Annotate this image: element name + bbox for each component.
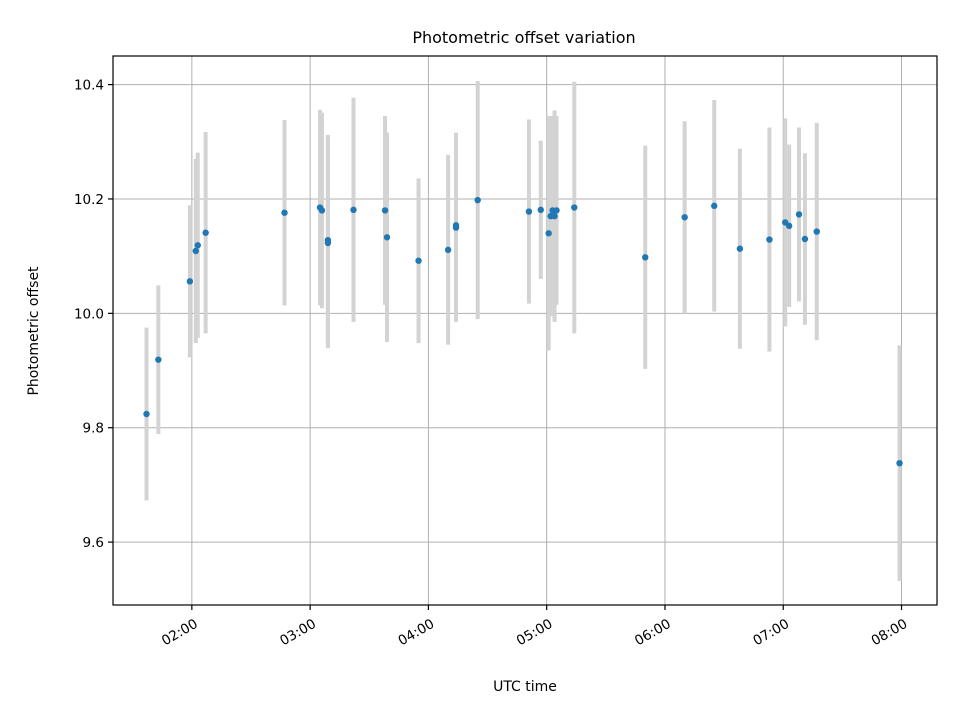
data-point: [537, 206, 544, 214]
y-tick-label: 10.2: [74, 192, 104, 208]
data-point: [545, 230, 552, 237]
x-tick-label: 07:00: [750, 616, 792, 649]
y-tick-label: 10.4: [74, 78, 104, 94]
data-point: [192, 247, 199, 255]
data-point: [766, 236, 773, 243]
y-tick-label: 9.6: [83, 535, 104, 551]
x-tick-label: 03:00: [277, 616, 319, 649]
plot-frame: [112, 55, 938, 606]
data-point: [571, 204, 578, 211]
data-point: [813, 228, 820, 235]
data-point: [525, 208, 533, 215]
errorbars: [144, 81, 902, 581]
data-points: [143, 196, 903, 467]
data-point: [383, 234, 391, 241]
data-point: [194, 242, 201, 249]
data-point: [452, 222, 460, 229]
data-point: [681, 214, 688, 221]
data-point: [155, 356, 162, 363]
y-axis: 9.6 9.8 10.0 10.2 10.4: [74, 78, 113, 551]
data-point: [350, 206, 357, 214]
data-point: [896, 459, 903, 467]
y-axis-label: Photometric offset: [26, 266, 42, 396]
data-point: [801, 235, 809, 243]
data-point: [186, 278, 194, 285]
x-axis: 02:00 03:00 04:00 05:00 06:00 07:00 08:00: [159, 605, 910, 649]
x-tick-label: 04:00: [396, 616, 438, 649]
data-point: [381, 207, 389, 214]
data-point: [711, 202, 718, 210]
gridlines: [113, 56, 937, 605]
data-point: [551, 212, 558, 220]
data-point: [553, 207, 560, 214]
y-tick-label: 9.8: [83, 421, 104, 437]
data-point: [444, 246, 452, 254]
data-point: [736, 245, 744, 252]
y-tick-label: 10.0: [74, 306, 104, 322]
x-tick-label: 06:00: [632, 616, 674, 649]
data-point: [415, 257, 422, 264]
x-tick-label: 02:00: [159, 616, 201, 649]
data-point: [202, 229, 209, 236]
data-point: [324, 239, 332, 247]
data-point: [642, 254, 649, 261]
data-point: [785, 222, 793, 230]
x-axis-label: UTC time: [493, 679, 557, 695]
data-point: [318, 207, 326, 214]
chart-title: Photometric offset variation: [412, 28, 635, 47]
data-point: [281, 209, 288, 216]
data-point: [474, 196, 481, 204]
data-point: [795, 211, 803, 218]
x-tick-label: 08:00: [869, 616, 911, 649]
x-tick-label: 05:00: [514, 616, 556, 649]
data-point: [143, 410, 150, 418]
